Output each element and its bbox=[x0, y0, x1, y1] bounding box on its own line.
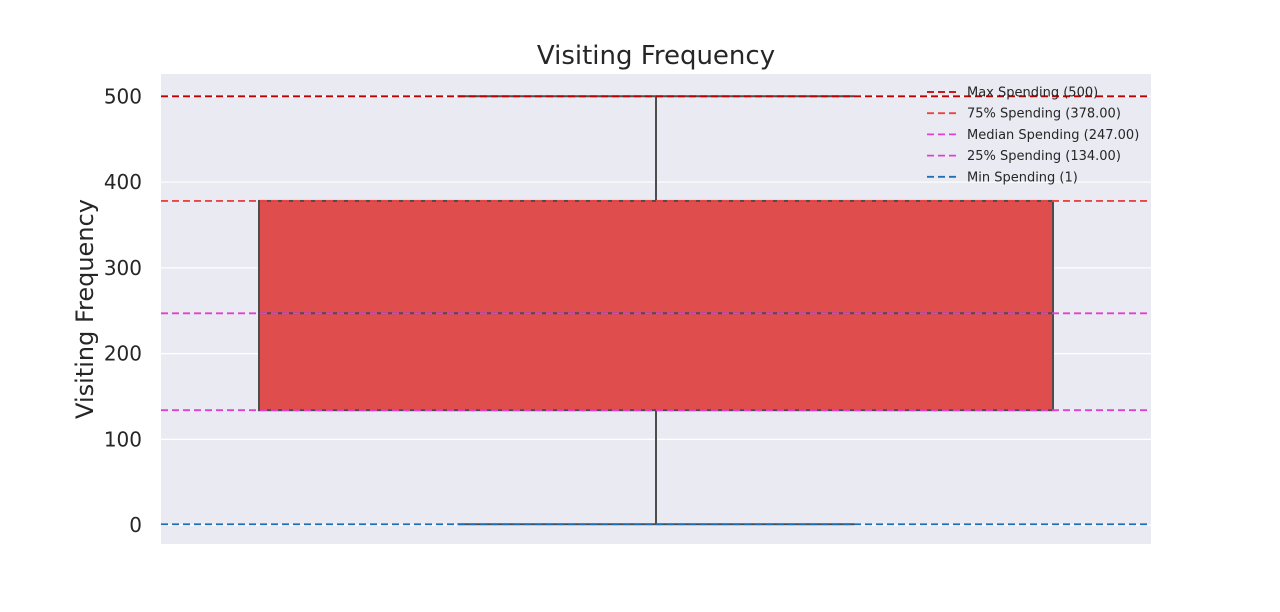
chart-title: Visiting Frequency bbox=[537, 41, 775, 71]
legend-entry: Median Spending (247.00) bbox=[967, 128, 1139, 143]
reference-lines bbox=[161, 95, 1151, 526]
legend-entry: Min Spending (1) bbox=[967, 170, 1078, 185]
legend-entry: 25% Spending (134.00) bbox=[967, 149, 1121, 164]
legend: Max Spending (500) 75% Spending (378.00) M… bbox=[927, 86, 1139, 185]
legend-entry: Max Spending (500) bbox=[967, 86, 1098, 101]
y-axis-label: Visiting Frequency bbox=[71, 199, 99, 419]
y-tick-label: 300 bbox=[104, 256, 142, 280]
iqr-box bbox=[258, 199, 1054, 412]
y-tick-labels: 0 100 200 300 400 500 bbox=[104, 84, 142, 537]
y-tick-label: 200 bbox=[104, 342, 142, 366]
y-tick-label: 0 bbox=[129, 513, 142, 537]
y-tick-label: 400 bbox=[104, 170, 142, 194]
y-tick-label: 500 bbox=[104, 84, 142, 108]
y-tick-label: 100 bbox=[104, 427, 142, 451]
legend-entry: 75% Spending (378.00) bbox=[967, 107, 1121, 122]
